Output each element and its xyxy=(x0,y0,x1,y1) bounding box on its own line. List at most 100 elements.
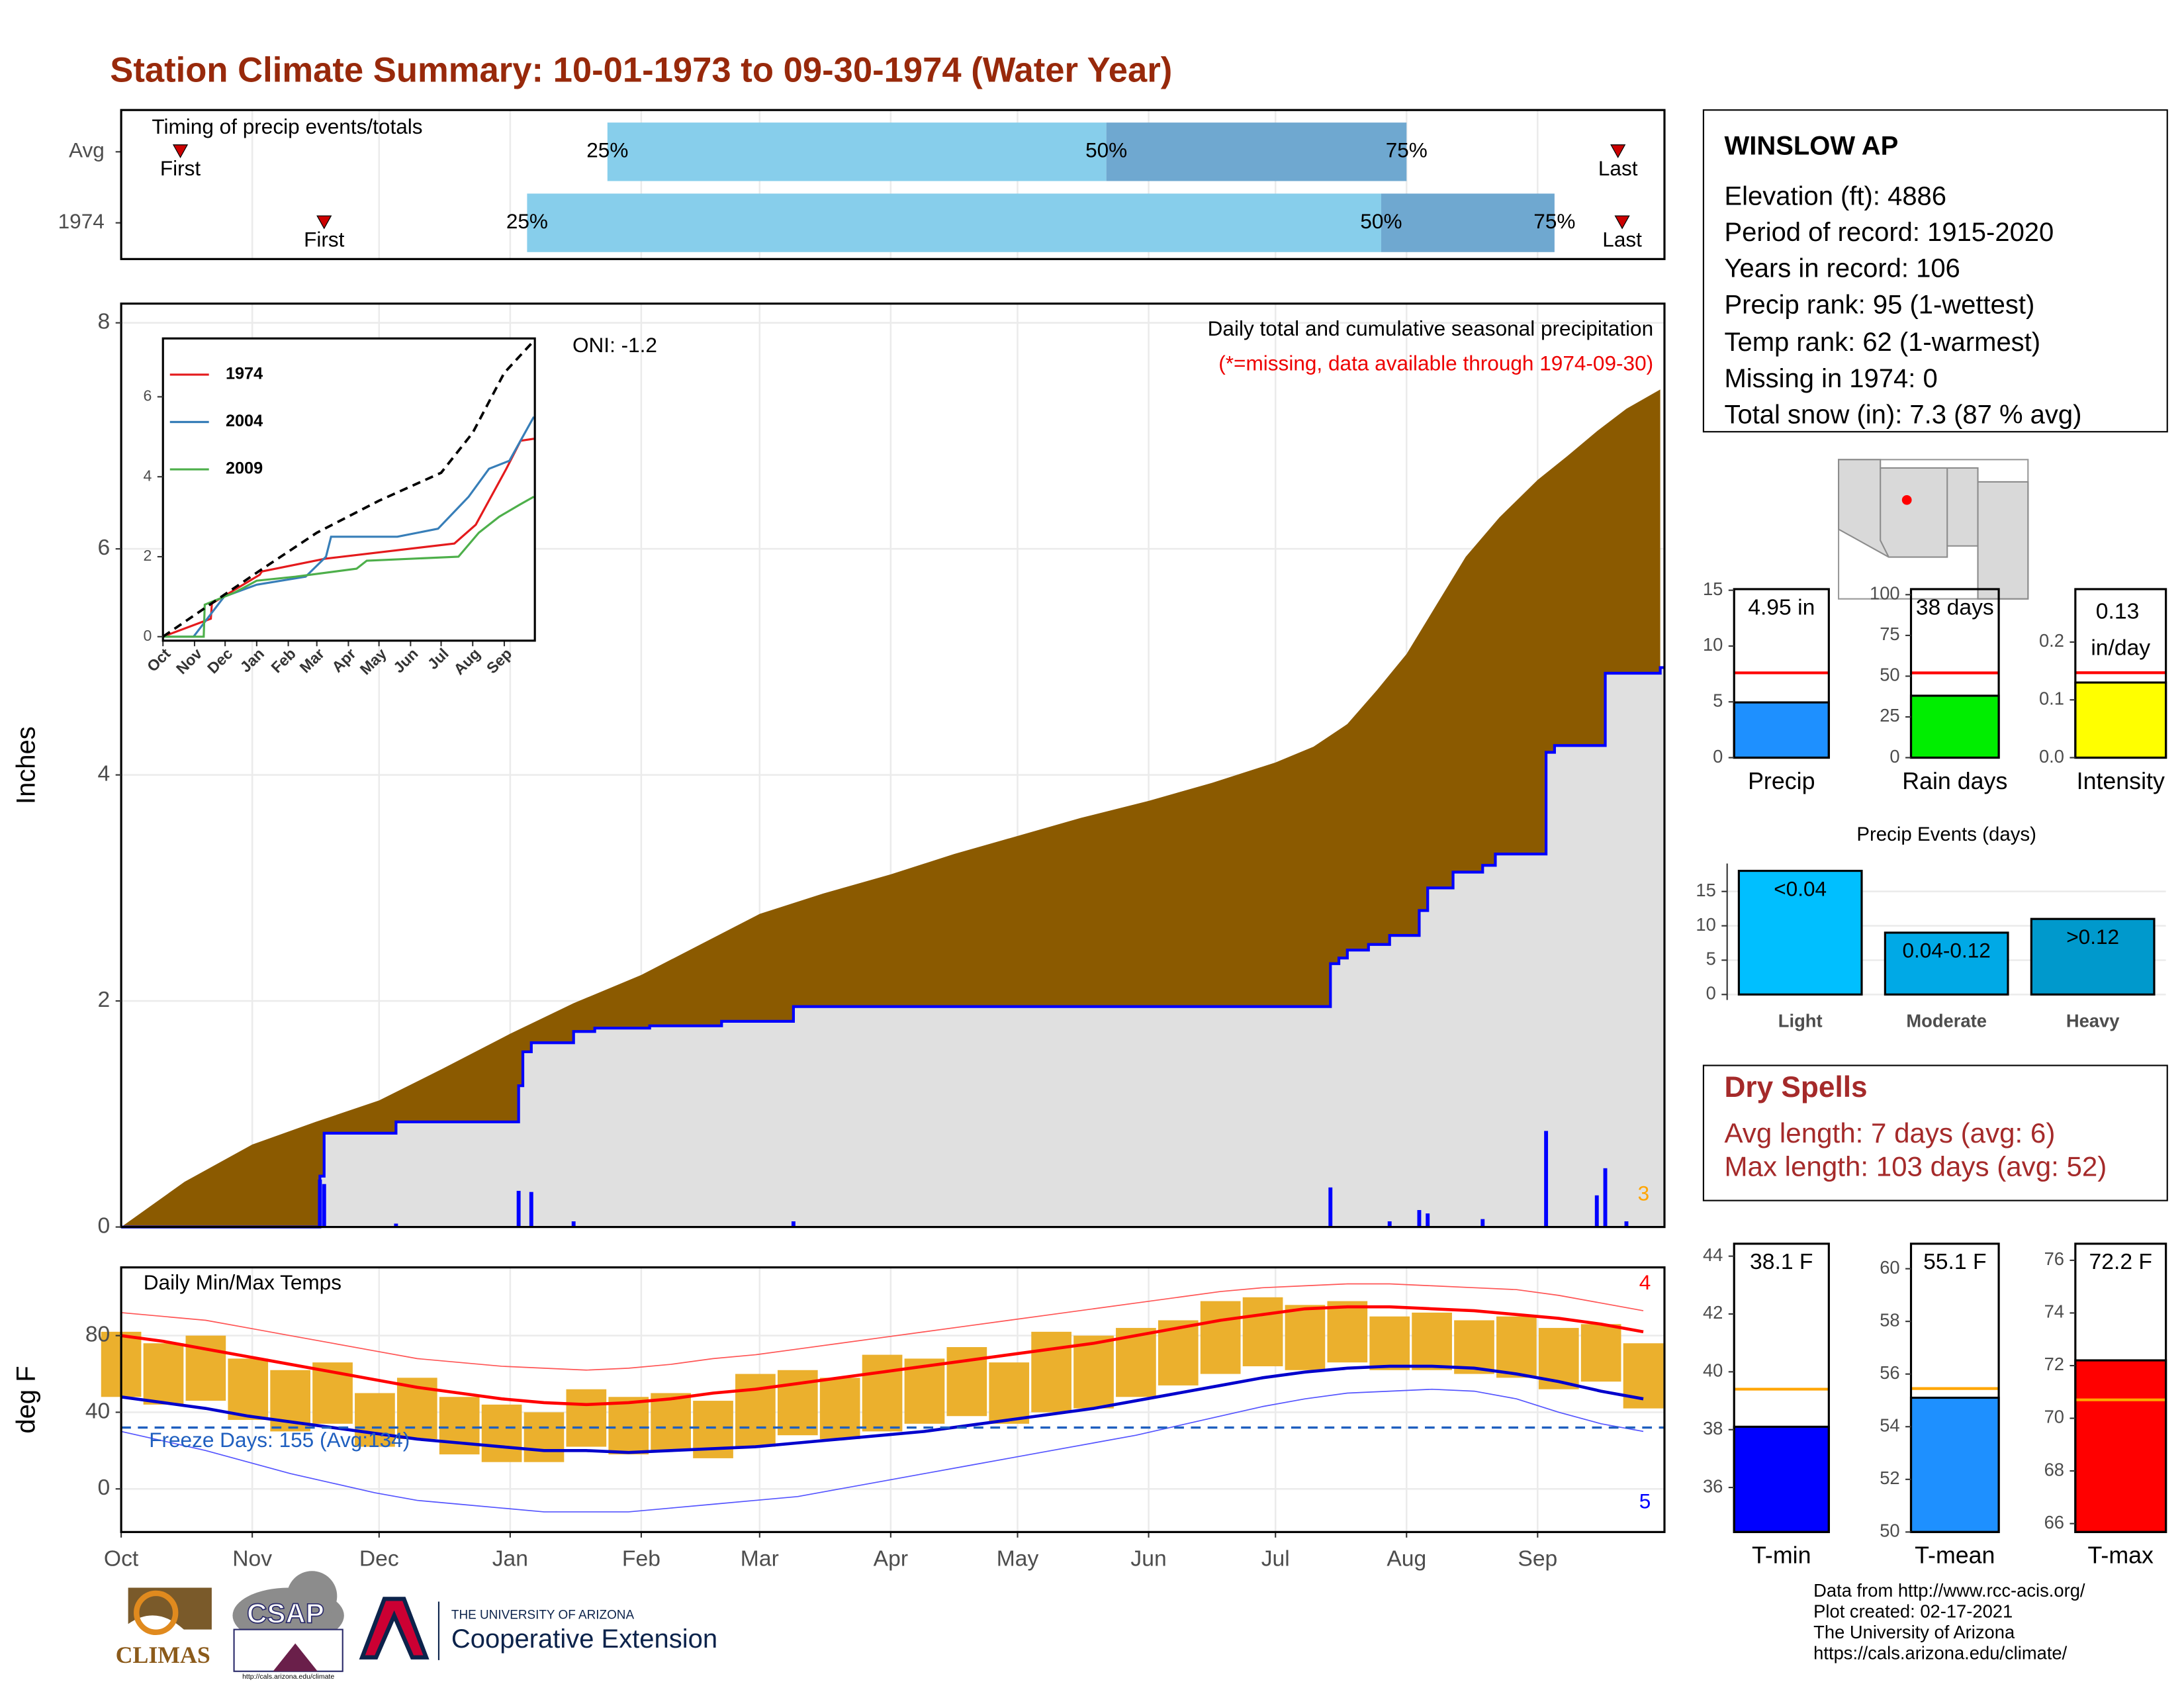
y-tick-label: 15 xyxy=(1703,579,1723,599)
bar xyxy=(1884,931,2009,996)
x-tick-label: Jan xyxy=(237,645,268,676)
plot-frame xyxy=(2074,1243,2167,1533)
y-tick-label: 6 xyxy=(144,387,152,404)
y-tick-label: 2 xyxy=(98,988,111,1012)
chart-title: Timing of precip events/totals xyxy=(152,115,422,138)
plot-frame xyxy=(120,303,1666,1229)
chart-subtitle: (*=missing, data available through 1974-… xyxy=(1218,352,1653,375)
locator-map xyxy=(1838,459,2029,600)
inset-background xyxy=(163,338,535,641)
value-label: 38.1 F xyxy=(1750,1250,1813,1274)
event-marker xyxy=(1610,144,1626,159)
footer-line: The University of Arizona xyxy=(1813,1622,2015,1642)
y-tick-label: 25 xyxy=(1880,705,1899,726)
bar xyxy=(1594,1195,1599,1227)
percent-label: 25% xyxy=(506,209,548,233)
y-tick-label: 0.1 xyxy=(2039,688,2064,708)
map-states xyxy=(1838,459,2029,600)
bar xyxy=(1387,1221,1392,1227)
temp-range xyxy=(1412,1312,1452,1370)
y-tick-label: 72 xyxy=(2044,1354,2064,1374)
dry-spells-panel xyxy=(1702,1064,2168,1201)
bar xyxy=(791,1221,796,1227)
x-tick-label: Sep xyxy=(1518,1546,1557,1571)
x-tick-label: May xyxy=(357,645,390,678)
bar xyxy=(2074,1359,2167,1533)
y-tick-label: 56 xyxy=(1880,1362,1899,1383)
x-tick-label: Jul xyxy=(424,645,452,673)
bin-label: 0.04-0.12 xyxy=(1903,939,1991,962)
temp-line xyxy=(121,1283,1644,1371)
y-tick-label: 36 xyxy=(1703,1476,1723,1496)
bar xyxy=(1328,1187,1333,1227)
y-tick-label: 50 xyxy=(1880,665,1899,685)
event-label: First xyxy=(160,156,201,180)
bin-label: >0.12 xyxy=(2066,925,2119,949)
timing-bar xyxy=(527,193,1381,252)
y-tick-label: 0 xyxy=(1889,746,1899,767)
station-line: Elevation (ft): 4886 xyxy=(1724,181,1946,211)
timing-bar xyxy=(1381,193,1555,252)
temp-range xyxy=(608,1397,649,1455)
y-tick-label: 100 xyxy=(1870,583,1900,604)
station-dot xyxy=(1901,494,1912,505)
temp-line xyxy=(120,1305,1644,1407)
x-tick-label: Nov xyxy=(173,645,205,677)
y-tick-label: 50 xyxy=(1880,1521,1899,1541)
y-tick-label: 74 xyxy=(2044,1301,2064,1322)
event-marker xyxy=(1614,215,1630,230)
x-tick-label: Apr xyxy=(874,1546,908,1571)
temp-range xyxy=(1327,1301,1368,1363)
y-tick-label: 80 xyxy=(85,1323,110,1347)
dry-spells-title: Dry Spells xyxy=(1724,1071,1867,1103)
temp-line xyxy=(120,1388,1644,1513)
temp-range xyxy=(523,1412,565,1462)
y-tick-label: 40 xyxy=(85,1399,110,1423)
x-tick-label: Apr xyxy=(328,645,359,676)
temp-range xyxy=(989,1362,1030,1424)
climas-mark xyxy=(128,1587,212,1630)
x-tick-label: Feb xyxy=(622,1546,660,1571)
y-tick-label: 10 xyxy=(1696,914,1715,935)
footer-line: Data from http://www.rcc-acis.org/ xyxy=(1813,1580,2085,1601)
dry-spells-line: Max length: 103 days (avg: 52) xyxy=(1724,1150,2107,1182)
bar xyxy=(1909,1396,2000,1533)
csap-url: http://cals.arizona.edu/climate xyxy=(242,1673,334,1681)
station-line: Missing in 1974: 0 xyxy=(1724,364,1937,393)
dry-spells-line: Avg length: 7 days (avg: 6) xyxy=(1724,1117,2055,1149)
x-tick-label: Feb xyxy=(267,645,298,676)
x-tick-label: May xyxy=(997,1546,1039,1571)
y-tick-label: 0 xyxy=(98,1476,111,1500)
temp-range xyxy=(735,1374,776,1447)
temp-range xyxy=(1200,1301,1241,1374)
y-tick-label: 4 xyxy=(98,762,111,786)
y-tick-label: 8 xyxy=(98,310,111,334)
temp-range xyxy=(1580,1324,1621,1382)
row-label: 1974 xyxy=(58,209,105,233)
annotation: 5 xyxy=(1639,1489,1651,1513)
bar xyxy=(1624,1221,1629,1227)
plot-frame xyxy=(161,337,536,642)
bar xyxy=(1733,1425,1830,1533)
chart-title: Daily Min/Max Temps xyxy=(144,1270,341,1294)
station-line: Years in record: 106 xyxy=(1724,254,1960,283)
value-label: 72.2 F xyxy=(2089,1250,2152,1274)
x-tick-label: Jun xyxy=(1130,1546,1166,1571)
x-tick-label: Aug xyxy=(450,645,483,678)
y-tick-label: 6 xyxy=(98,536,111,560)
station-line: Period of record: 1915-2020 xyxy=(1724,218,2054,247)
legend-label: 1974 xyxy=(226,365,263,383)
y-tick-label: 5 xyxy=(1706,949,1716,969)
y-tick-label: 0 xyxy=(144,627,152,644)
bar xyxy=(529,1192,533,1227)
csap-mountain xyxy=(273,1643,318,1671)
footer-line: Plot created: 02-17-2021 xyxy=(1813,1601,2013,1622)
event-label: Last xyxy=(1602,227,1642,251)
bar xyxy=(1603,1168,1608,1227)
station-name: WINSLOW AP xyxy=(1724,132,1898,161)
y-tick-label: 15 xyxy=(1696,880,1715,900)
temp-range xyxy=(1073,1335,1114,1409)
event-marker xyxy=(172,144,189,159)
